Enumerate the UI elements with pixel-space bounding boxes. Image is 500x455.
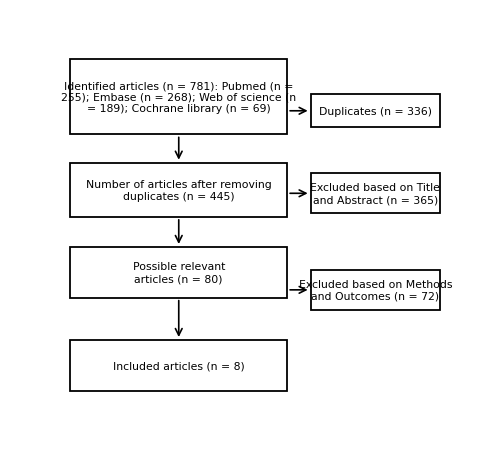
FancyBboxPatch shape — [70, 60, 287, 135]
FancyBboxPatch shape — [310, 95, 440, 128]
Text: Duplicates (n = 336): Duplicates (n = 336) — [319, 106, 432, 116]
Text: Possible relevant
articles (n = 80): Possible relevant articles (n = 80) — [132, 262, 225, 283]
Text: Identified articles (n = 781): Pubmed (n =
255); Embase (n = 268); Web of scienc: Identified articles (n = 781): Pubmed (n… — [61, 81, 296, 114]
Text: Number of articles after removing
duplicates (n = 445): Number of articles after removing duplic… — [86, 180, 272, 201]
FancyBboxPatch shape — [310, 270, 440, 310]
FancyBboxPatch shape — [70, 340, 287, 391]
Text: Excluded based on Title
and Abstract (n = 365): Excluded based on Title and Abstract (n … — [310, 183, 440, 205]
Text: Included articles (n = 8): Included articles (n = 8) — [113, 360, 244, 370]
FancyBboxPatch shape — [70, 248, 287, 298]
FancyBboxPatch shape — [70, 163, 287, 217]
Text: Excluded based on Methods
and Outcomes (n = 72): Excluded based on Methods and Outcomes (… — [298, 279, 452, 301]
FancyBboxPatch shape — [310, 174, 440, 214]
